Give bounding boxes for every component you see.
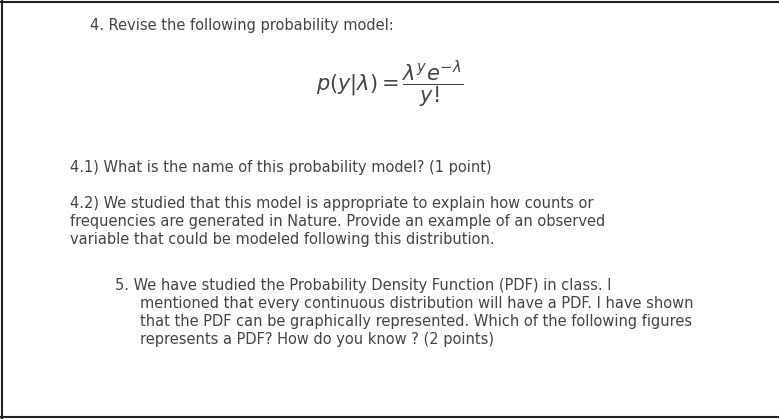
Text: 4. Revise the following probability model:: 4. Revise the following probability mode… [90,18,393,33]
Text: variable that could be modeled following this distribution.: variable that could be modeled following… [70,232,495,247]
Text: 5. We have studied the Probability Density Function (PDF) in class. I: 5. We have studied the Probability Densi… [115,278,612,293]
Text: that the PDF can be graphically represented. Which of the following figures: that the PDF can be graphically represen… [140,314,692,329]
Text: 4.1) What is the name of this probability model? (1 point): 4.1) What is the name of this probabilit… [70,160,492,175]
Text: represents a PDF? How do you know ? (2 points): represents a PDF? How do you know ? (2 p… [140,332,494,347]
Text: frequencies are generated in Nature. Provide an example of an observed: frequencies are generated in Nature. Pro… [70,214,605,229]
Text: $p(y|\lambda) = \dfrac{\lambda^y e^{-\lambda}}{y!}$: $p(y|\lambda) = \dfrac{\lambda^y e^{-\la… [315,58,464,110]
Text: mentioned that every continuous distribution will have a PDF. I have shown: mentioned that every continuous distribu… [140,296,693,311]
Text: 4.2) We studied that this model is appropriate to explain how counts or: 4.2) We studied that this model is appro… [70,196,594,211]
